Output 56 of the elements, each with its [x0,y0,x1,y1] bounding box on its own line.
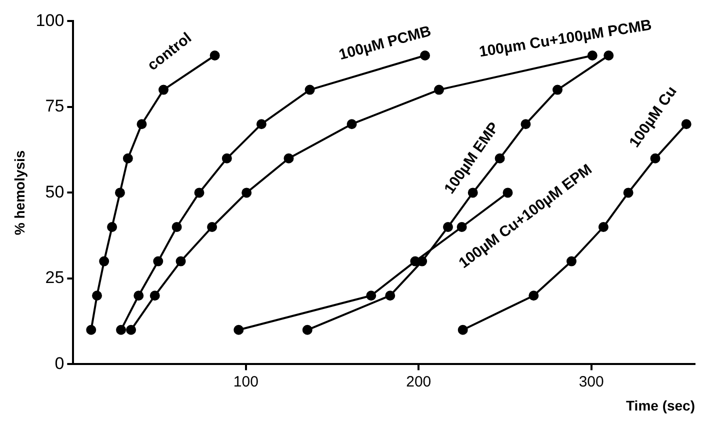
point [210,50,220,60]
point [304,84,315,95]
point [92,290,102,301]
point [126,324,136,335]
point [242,188,252,198]
y-tick-label: 50 [45,182,64,202]
point [153,256,164,266]
point [122,153,133,164]
point [528,290,539,301]
point [222,153,232,164]
text: 100µm Cu+100µM PCMB [478,16,654,61]
point [284,153,294,164]
text: 100µM PCMB [337,22,434,64]
point [598,222,608,232]
point [172,222,182,232]
point [520,119,531,130]
point [385,290,396,301]
y-tick-label: 25 [45,268,64,288]
y-tick-label: 0 [54,354,64,373]
point [114,188,125,198]
point [116,324,126,335]
point [442,222,453,232]
point [302,324,312,335]
point [366,290,376,301]
point [458,324,468,335]
y-tick-label: 100 [36,10,64,30]
point [86,324,96,335]
point [650,153,660,164]
point [346,119,357,130]
point [194,188,204,198]
point [234,324,244,335]
x-tick-label: 300 [578,373,604,390]
point [434,84,444,95]
y-tick-label: 75 [45,96,64,116]
x-axis-title: Time (sec) [626,397,695,414]
point [681,119,692,130]
point [566,256,576,266]
x-tick-label: 200 [406,373,432,390]
point [604,50,614,60]
point [256,119,266,130]
point [107,222,118,232]
point [552,84,563,95]
point [134,290,144,301]
point [99,256,110,266]
point [420,50,430,60]
point [456,222,467,232]
point [494,153,505,164]
point [150,290,160,301]
point [176,256,186,266]
y-axis-title: % hemolysis [11,150,28,236]
point [207,222,218,232]
point [136,119,147,130]
x-tick-label: 100 [233,373,258,390]
point [623,188,634,198]
point [587,50,598,60]
point [158,84,169,95]
